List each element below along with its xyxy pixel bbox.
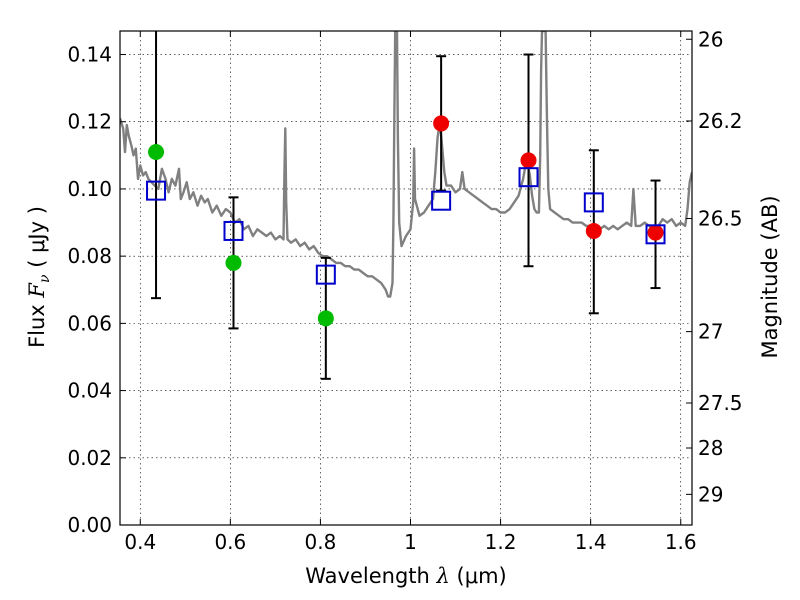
y2-tick-label: 27.5	[698, 391, 743, 415]
y-axis-label: Flux Fν ( μJy )	[25, 206, 53, 348]
x-tick-label: 0.8	[305, 530, 337, 554]
y2-tick-label: 29	[698, 482, 723, 506]
plot-frame	[119, 30, 693, 526]
x-tick-label: 0.4	[124, 530, 156, 554]
y2-tick-label: 27	[698, 320, 723, 344]
model-square	[518, 167, 539, 188]
y-tick-label: 0.04	[67, 379, 112, 403]
y2-tick-label: 26.2	[698, 109, 743, 133]
y2-tick-label: 26	[698, 27, 723, 51]
x-tick-label: 1.4	[575, 530, 607, 554]
grid-lines	[120, 31, 692, 525]
green-point	[225, 254, 242, 271]
y2-tick-label: 26.5	[698, 207, 743, 231]
x-tick-label: 1	[404, 530, 417, 554]
red-point	[647, 224, 664, 241]
y-tick-label: 0.10	[67, 177, 112, 201]
red-point	[520, 152, 537, 169]
green-point	[317, 310, 334, 327]
y2-axis-label: Magnitude (AB)	[758, 195, 782, 358]
x-axis-label-symbol: λ	[436, 564, 450, 588]
model-square	[223, 220, 244, 241]
model-square	[431, 190, 452, 211]
model-square	[315, 264, 336, 285]
y-axis-label-sub: ν	[37, 274, 53, 283]
red-point	[433, 115, 450, 132]
y-tick-label: 0.12	[67, 110, 112, 134]
model-square	[583, 192, 604, 213]
y-axis-label-prefix: Flux	[25, 304, 49, 348]
x-axis-label: Wavelength λ (μm)	[305, 564, 506, 588]
y-axis-label-unit: ( μJy )	[25, 206, 49, 268]
spectrum-series	[120, 31, 692, 298]
model-square	[645, 224, 666, 245]
data-markers	[146, 115, 666, 327]
red-point	[585, 222, 602, 239]
green-point	[148, 143, 165, 160]
y-tick-label: 0.06	[67, 311, 112, 335]
x-tick-label: 1.2	[485, 530, 517, 554]
y2-tick-label: 28	[698, 436, 723, 460]
axis-ticks: 0.4 0.6 0.8 1 1.2 1.4 1.6 0.00 0.02 0.04 0.06 0.08 0…	[67, 27, 742, 554]
x-tick-label: 0.6	[214, 530, 246, 554]
y-tick-label: 0.00	[67, 513, 112, 537]
y-tick-label: 0.08	[67, 244, 112, 268]
y-tick-label: 0.02	[67, 446, 112, 470]
x-axis-label-prefix: Wavelength	[305, 564, 430, 588]
x-axis-label-unit: (μm)	[457, 564, 507, 588]
spectrum-line	[120, 31, 692, 298]
model-square	[146, 180, 167, 201]
y-axis-label-symbol: F	[25, 282, 49, 299]
x-tick-label: 1.6	[665, 530, 697, 554]
y-tick-label: 0.14	[67, 43, 112, 67]
